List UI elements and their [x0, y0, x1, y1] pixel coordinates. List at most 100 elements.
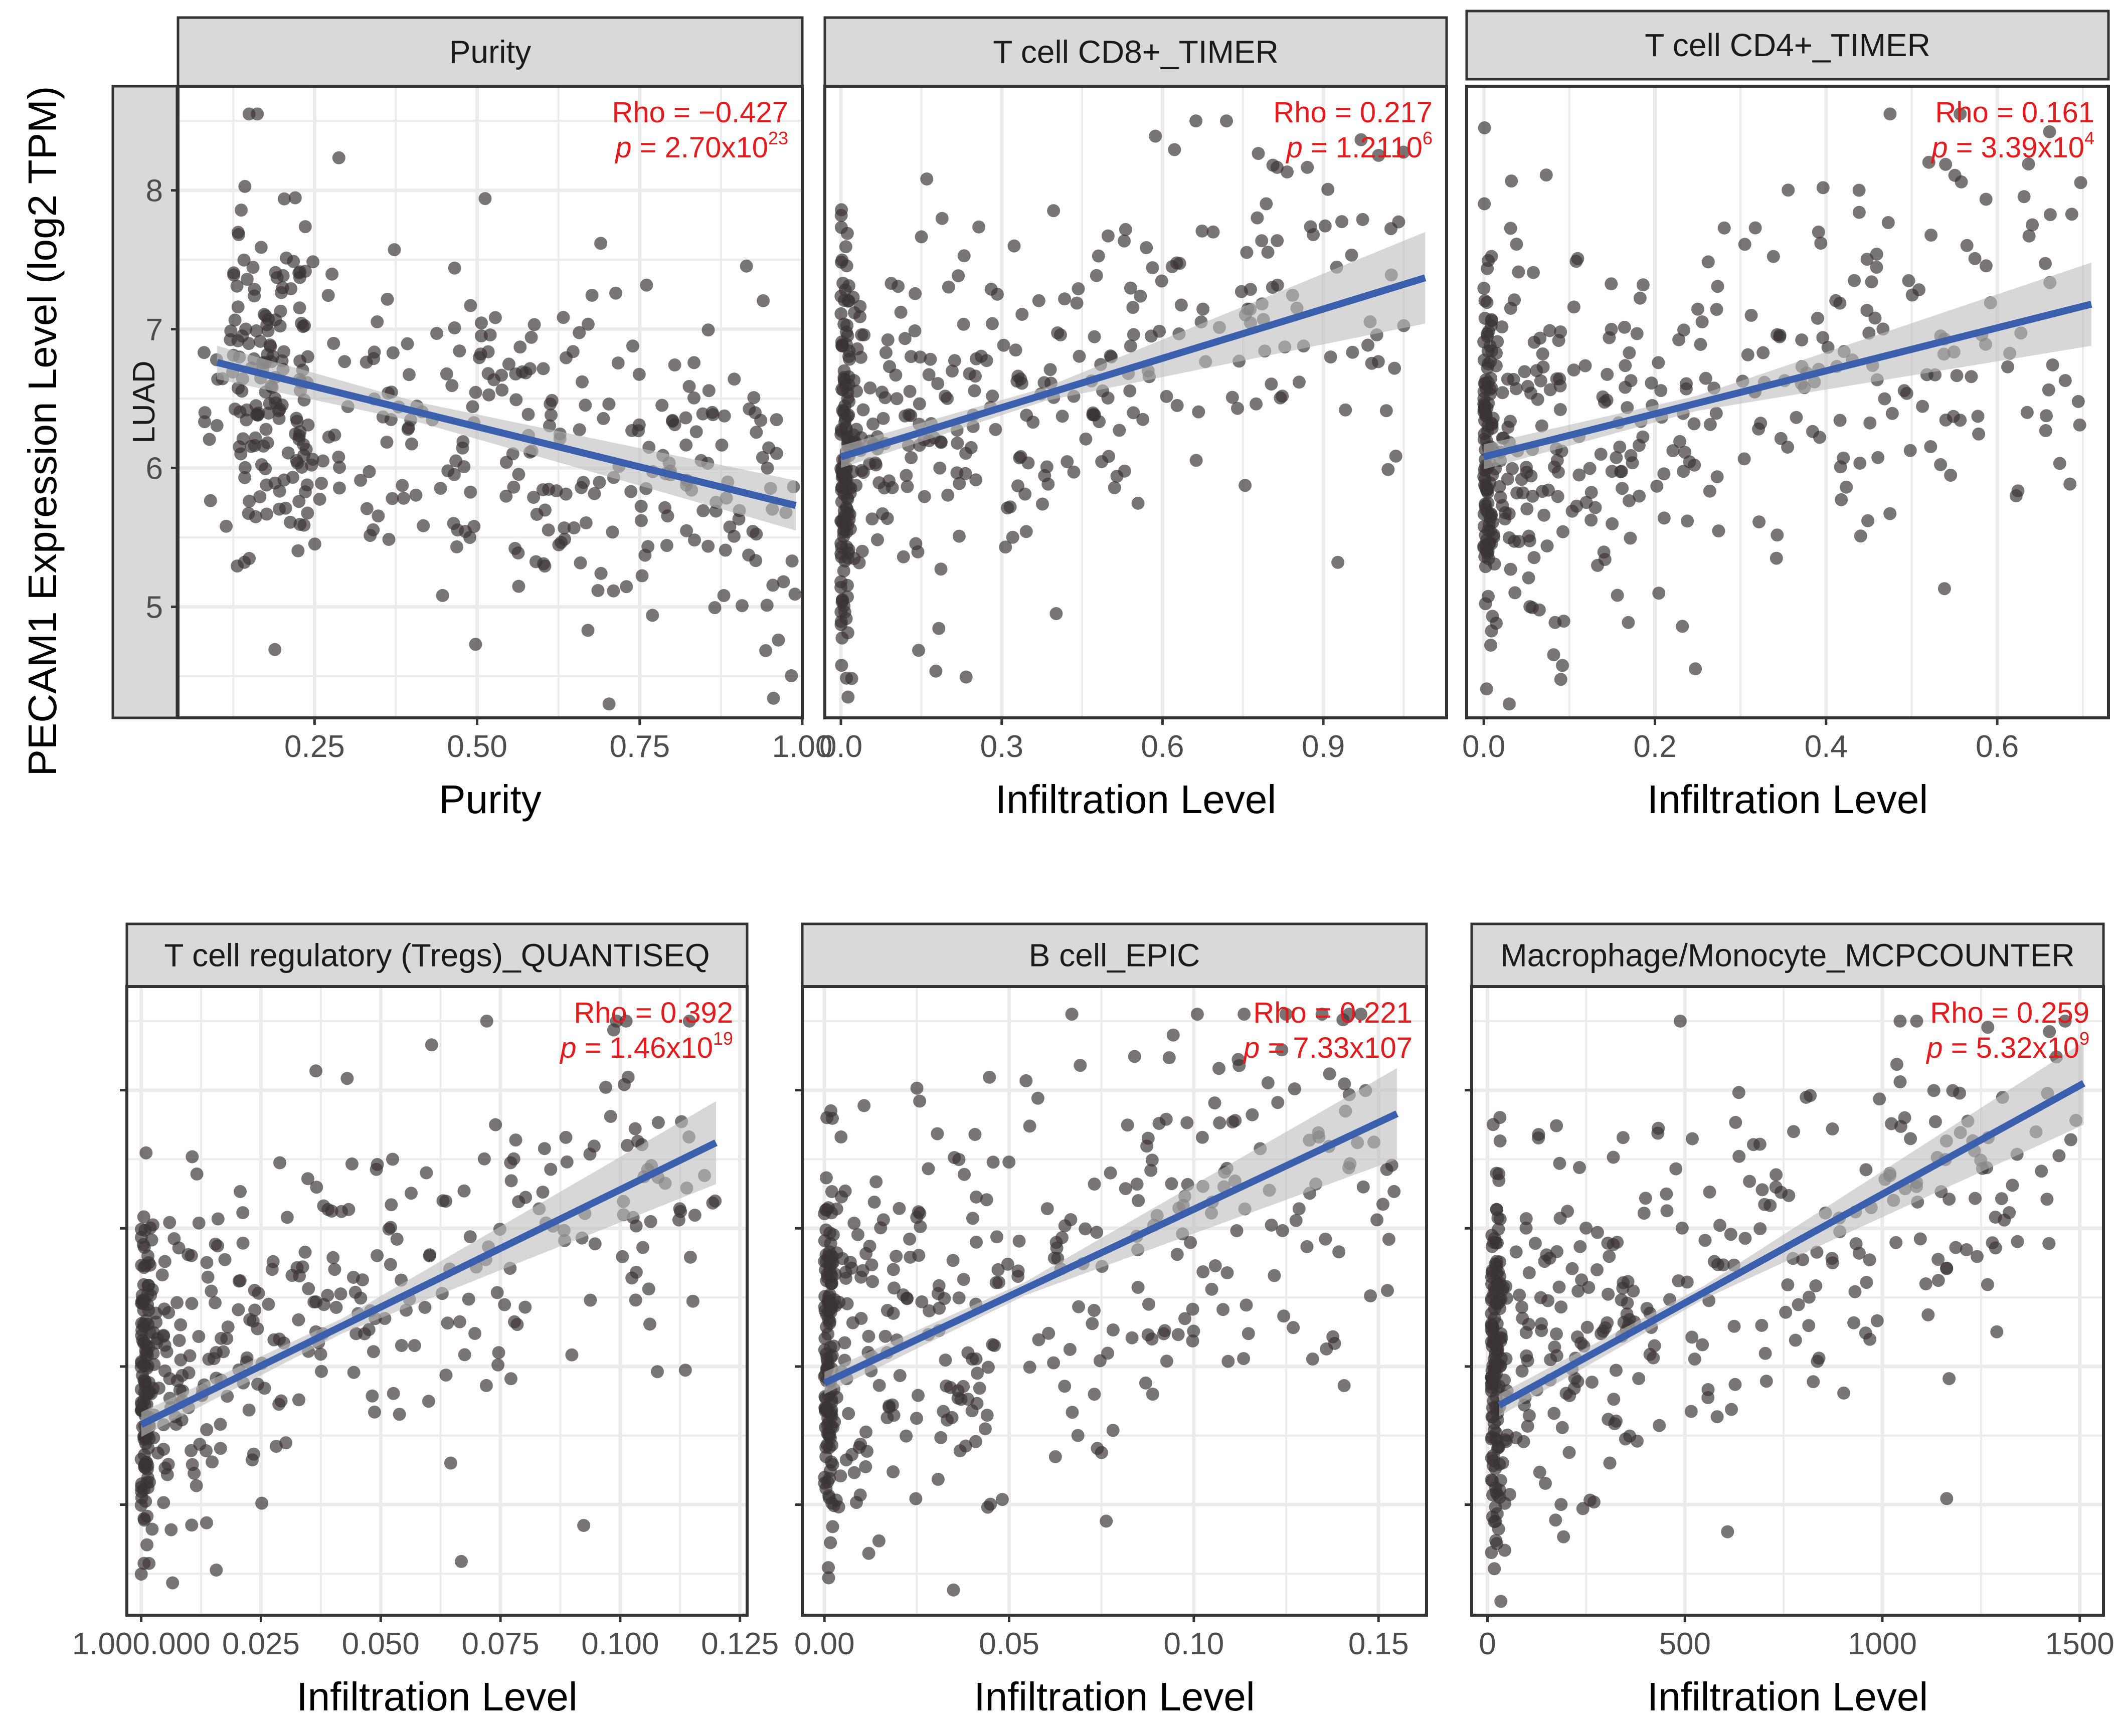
- data-point: [1549, 1513, 1562, 1527]
- data-point: [388, 243, 401, 257]
- data-point: [1012, 1234, 1026, 1248]
- data-point: [1613, 440, 1627, 454]
- x-tick-label: 500: [1659, 1627, 1711, 1661]
- data-point: [937, 1405, 950, 1418]
- data-point: [456, 441, 469, 455]
- data-point: [298, 319, 311, 332]
- data-point: [185, 1518, 199, 1532]
- data-point: [1579, 1221, 1593, 1235]
- p-value: = 5.32x10: [1943, 1032, 2079, 1064]
- data-point: [166, 1576, 180, 1590]
- data-point: [946, 1254, 960, 1267]
- data-point: [242, 507, 255, 520]
- data-point: [1890, 1058, 1903, 1071]
- data-point: [1849, 1237, 1863, 1250]
- data-point: [997, 338, 1010, 352]
- data-point: [593, 476, 606, 489]
- data-point: [301, 1172, 314, 1186]
- data-point: [620, 580, 633, 594]
- data-point: [2058, 1014, 2072, 1028]
- data-point: [911, 545, 925, 558]
- data-point: [629, 1293, 642, 1307]
- data-point: [1703, 418, 1717, 431]
- data-point: [538, 559, 552, 573]
- data-point: [1126, 301, 1140, 314]
- data-point: [2020, 406, 2034, 419]
- data-point: [1825, 1252, 1839, 1265]
- data-point: [273, 1156, 286, 1170]
- data-point: [1118, 234, 1131, 248]
- data-point: [1868, 311, 1882, 325]
- data-point: [611, 356, 625, 370]
- data-point: [2052, 1149, 2066, 1163]
- data-point: [825, 1496, 838, 1510]
- data-point: [1916, 400, 1929, 413]
- data-point: [262, 407, 275, 420]
- data-point: [385, 1198, 398, 1212]
- data-point: [969, 473, 983, 487]
- data-point: [1602, 1287, 1615, 1301]
- data-point: [965, 1404, 979, 1418]
- data-point: [1643, 1347, 1657, 1361]
- data-point: [1526, 489, 1539, 503]
- data-point: [991, 287, 1004, 301]
- data-point: [1579, 496, 1593, 509]
- data-point: [834, 1469, 847, 1483]
- data-point: [1300, 1240, 1314, 1253]
- data-point: [1518, 365, 1531, 378]
- data-point: [1212, 1062, 1225, 1075]
- data-point: [185, 1297, 199, 1310]
- data-point: [1323, 1067, 1336, 1081]
- data-point: [883, 360, 896, 373]
- data-point: [1495, 1331, 1508, 1344]
- data-point: [232, 1274, 246, 1288]
- data-point: [137, 1210, 150, 1224]
- data-point: [302, 1282, 315, 1295]
- data-point: [767, 691, 780, 705]
- data-point: [469, 638, 482, 651]
- data-point: [980, 354, 993, 367]
- data-point: [210, 1564, 223, 1577]
- data-point: [1338, 1077, 1351, 1091]
- data-point: [397, 491, 410, 505]
- x-axis: 0.25 0.50 0.75 1.00: [284, 718, 832, 764]
- data-point: [232, 1303, 245, 1316]
- data-point: [248, 289, 261, 303]
- data-point: [286, 471, 299, 484]
- data-point: [651, 1116, 665, 1129]
- data-point: [1128, 1050, 1141, 1063]
- data-point: [405, 1187, 418, 1200]
- data-point: [1729, 1116, 1742, 1129]
- data-point: [134, 1383, 148, 1396]
- data-point: [149, 1306, 162, 1320]
- data-point: [824, 1277, 838, 1290]
- data-point: [1639, 1192, 1652, 1205]
- data-point: [1550, 1349, 1563, 1363]
- data-point: [641, 540, 655, 553]
- data-point: [1387, 1185, 1401, 1198]
- data-point: [1802, 1290, 1816, 1304]
- data-point: [821, 1327, 835, 1341]
- data-point: [1863, 416, 1877, 430]
- data-point: [591, 584, 605, 597]
- data-point: [1108, 481, 1121, 494]
- data-point: [1753, 1222, 1767, 1236]
- data-point: [876, 507, 889, 520]
- data-point: [2058, 374, 2072, 388]
- data-point: [502, 357, 515, 371]
- data-point: [243, 494, 256, 508]
- data-point: [1717, 221, 1731, 235]
- data-point: [1904, 1132, 1917, 1145]
- data-point: [2001, 360, 2014, 373]
- x-tick-label: 0.05: [979, 1627, 1039, 1661]
- data-point: [1954, 107, 1967, 121]
- data-point: [1543, 324, 1556, 337]
- data-point: [1381, 463, 1395, 476]
- data-point: [1065, 1008, 1079, 1021]
- data-point: [1389, 449, 1402, 463]
- data-point: [328, 428, 341, 442]
- data-point: [467, 520, 481, 533]
- data-point: [1195, 224, 1209, 238]
- rho-label: Rho = 0.221: [1253, 997, 1413, 1029]
- data-point: [1811, 1355, 1824, 1368]
